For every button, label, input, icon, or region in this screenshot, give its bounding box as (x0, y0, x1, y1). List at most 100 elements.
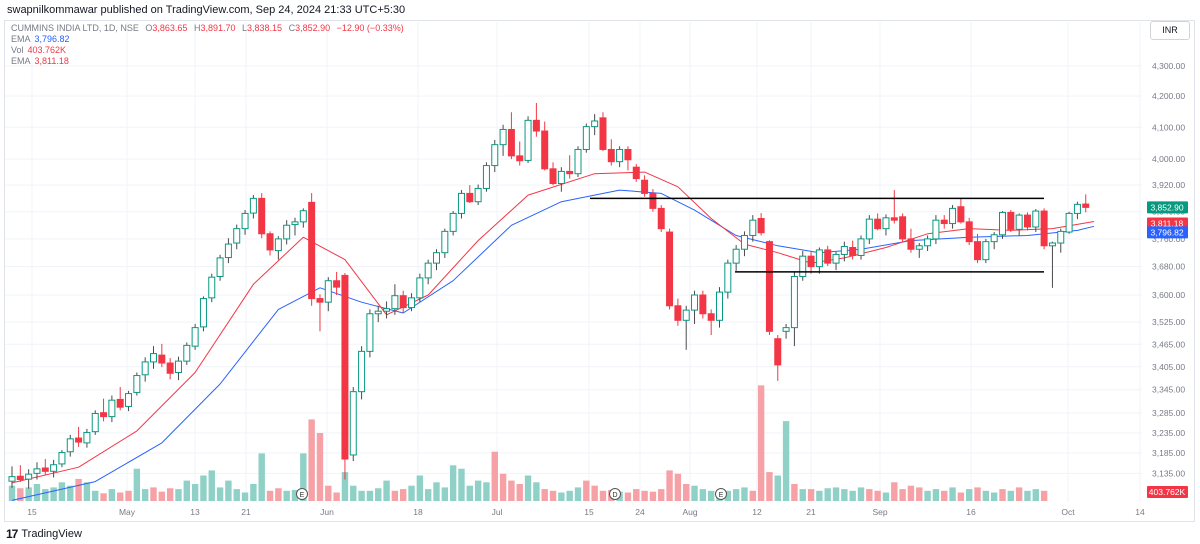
candle-body (582, 126, 590, 150)
volume-bar (333, 492, 340, 501)
volume-bar (350, 485, 357, 501)
candle-body (990, 234, 998, 243)
candle-body (399, 295, 407, 309)
x-tick-label: 15 (27, 507, 37, 517)
volume-bar (58, 482, 66, 501)
candle-body (707, 313, 715, 321)
volume-bar (541, 489, 548, 501)
candle-body (674, 305, 682, 321)
event-marker-label: D (612, 492, 617, 499)
candle-body (233, 228, 241, 244)
volume-bar (857, 487, 865, 501)
candle-body (125, 393, 133, 407)
candle-body (158, 354, 166, 364)
volume-bar (208, 470, 215, 501)
x-tick-label: Jun (320, 507, 334, 517)
candle-body (1065, 212, 1073, 233)
candle-body (374, 310, 382, 315)
event-marker-circle (296, 488, 308, 500)
volume-bar (275, 488, 282, 501)
legend-symbol-row: CUMMINS INDIA LTD, 1D, NSE O3,863.65 H3,… (11, 23, 408, 34)
volume-bar (957, 492, 965, 501)
volume-bar (724, 490, 732, 501)
volume-bar (624, 492, 632, 501)
candle-body (740, 234, 748, 250)
y-tick-label: 3,680.00 (1152, 262, 1185, 272)
volume-bar (33, 484, 41, 501)
y-tick-label: 4,000.00 (1152, 154, 1185, 164)
volume-bar (524, 475, 532, 501)
candle-body (890, 217, 898, 221)
volume-bar (832, 487, 840, 501)
volume-bar (166, 488, 174, 501)
volume-bar (375, 488, 382, 501)
tradingview-logo[interactable]: 17 TradingView (6, 527, 82, 541)
candle-body (849, 247, 857, 256)
volume-bar (990, 492, 998, 501)
x-tick-label: 14 (1135, 507, 1145, 517)
candle-body (1023, 214, 1031, 228)
candle-body (874, 218, 882, 230)
volume-bar (1007, 490, 1015, 501)
volume-bar (474, 480, 482, 501)
candle-body (1048, 242, 1056, 247)
volume-bar (391, 490, 399, 501)
publisher-text: swapnilkommawar published on TradingView… (7, 4, 406, 16)
volume-bar (891, 482, 898, 501)
volume-bar (882, 492, 890, 501)
volume-bar (641, 490, 648, 501)
candle-body (532, 119, 540, 132)
candle-body (757, 217, 765, 234)
candle-body (790, 275, 798, 329)
price-axis: 4,300.00 4,200.00 4,100.00 4,000.00 3,920.00… (1152, 61, 1185, 479)
event-marker-circle (715, 488, 727, 500)
x-tick-label: 15 (584, 507, 594, 517)
volume-bar (824, 488, 831, 501)
symbol-name: CUMMINS INDIA LTD, 1D, NSE (11, 23, 139, 33)
y-tick-label: 4,300.00 (1152, 61, 1185, 71)
candle-body (41, 467, 49, 472)
candle-body (482, 165, 490, 189)
tradingview-logo-icon: 17 (6, 527, 18, 541)
volume-bar (974, 487, 981, 501)
candle-body (799, 255, 807, 277)
candle-body (50, 464, 58, 472)
volume-bar (599, 490, 607, 501)
volume-bar (449, 465, 457, 501)
candle-body (333, 280, 341, 288)
volume-bar (699, 489, 707, 501)
volume-bar (774, 475, 781, 501)
candle-body (924, 238, 932, 247)
candle-body (940, 219, 948, 225)
candle-body (366, 313, 374, 352)
legend-vol-row: Vol 403.762K (11, 45, 70, 56)
volume-bar (1040, 490, 1048, 501)
ema-fast-line (11, 171, 1095, 484)
volume-bar (233, 489, 240, 501)
y-tick-label: 3,345.00 (1152, 385, 1185, 395)
currency-button[interactable]: INR (1150, 21, 1190, 40)
high-value: 3,891.70 (200, 23, 236, 33)
candle-body (66, 438, 74, 453)
volume-bar (516, 484, 523, 501)
candle-body (391, 295, 399, 310)
volume-bar (899, 489, 906, 501)
candle-body (91, 412, 99, 433)
volume-bar (141, 489, 149, 501)
candle-body (266, 233, 274, 251)
volume-bars (8, 385, 1048, 501)
volume-bar (982, 490, 990, 501)
candle-body (949, 207, 957, 225)
candle-body (824, 249, 832, 264)
candle-body (815, 249, 823, 268)
candle-body (574, 148, 582, 175)
volume-bar (25, 487, 32, 501)
x-tick-label: Oct (1061, 507, 1075, 517)
volume-bar (874, 490, 881, 501)
candle-body (641, 179, 649, 194)
chart-frame[interactable] (4, 20, 1195, 522)
candle-body (691, 294, 699, 311)
footer-bar (0, 522, 1200, 544)
candle-body (649, 192, 657, 209)
